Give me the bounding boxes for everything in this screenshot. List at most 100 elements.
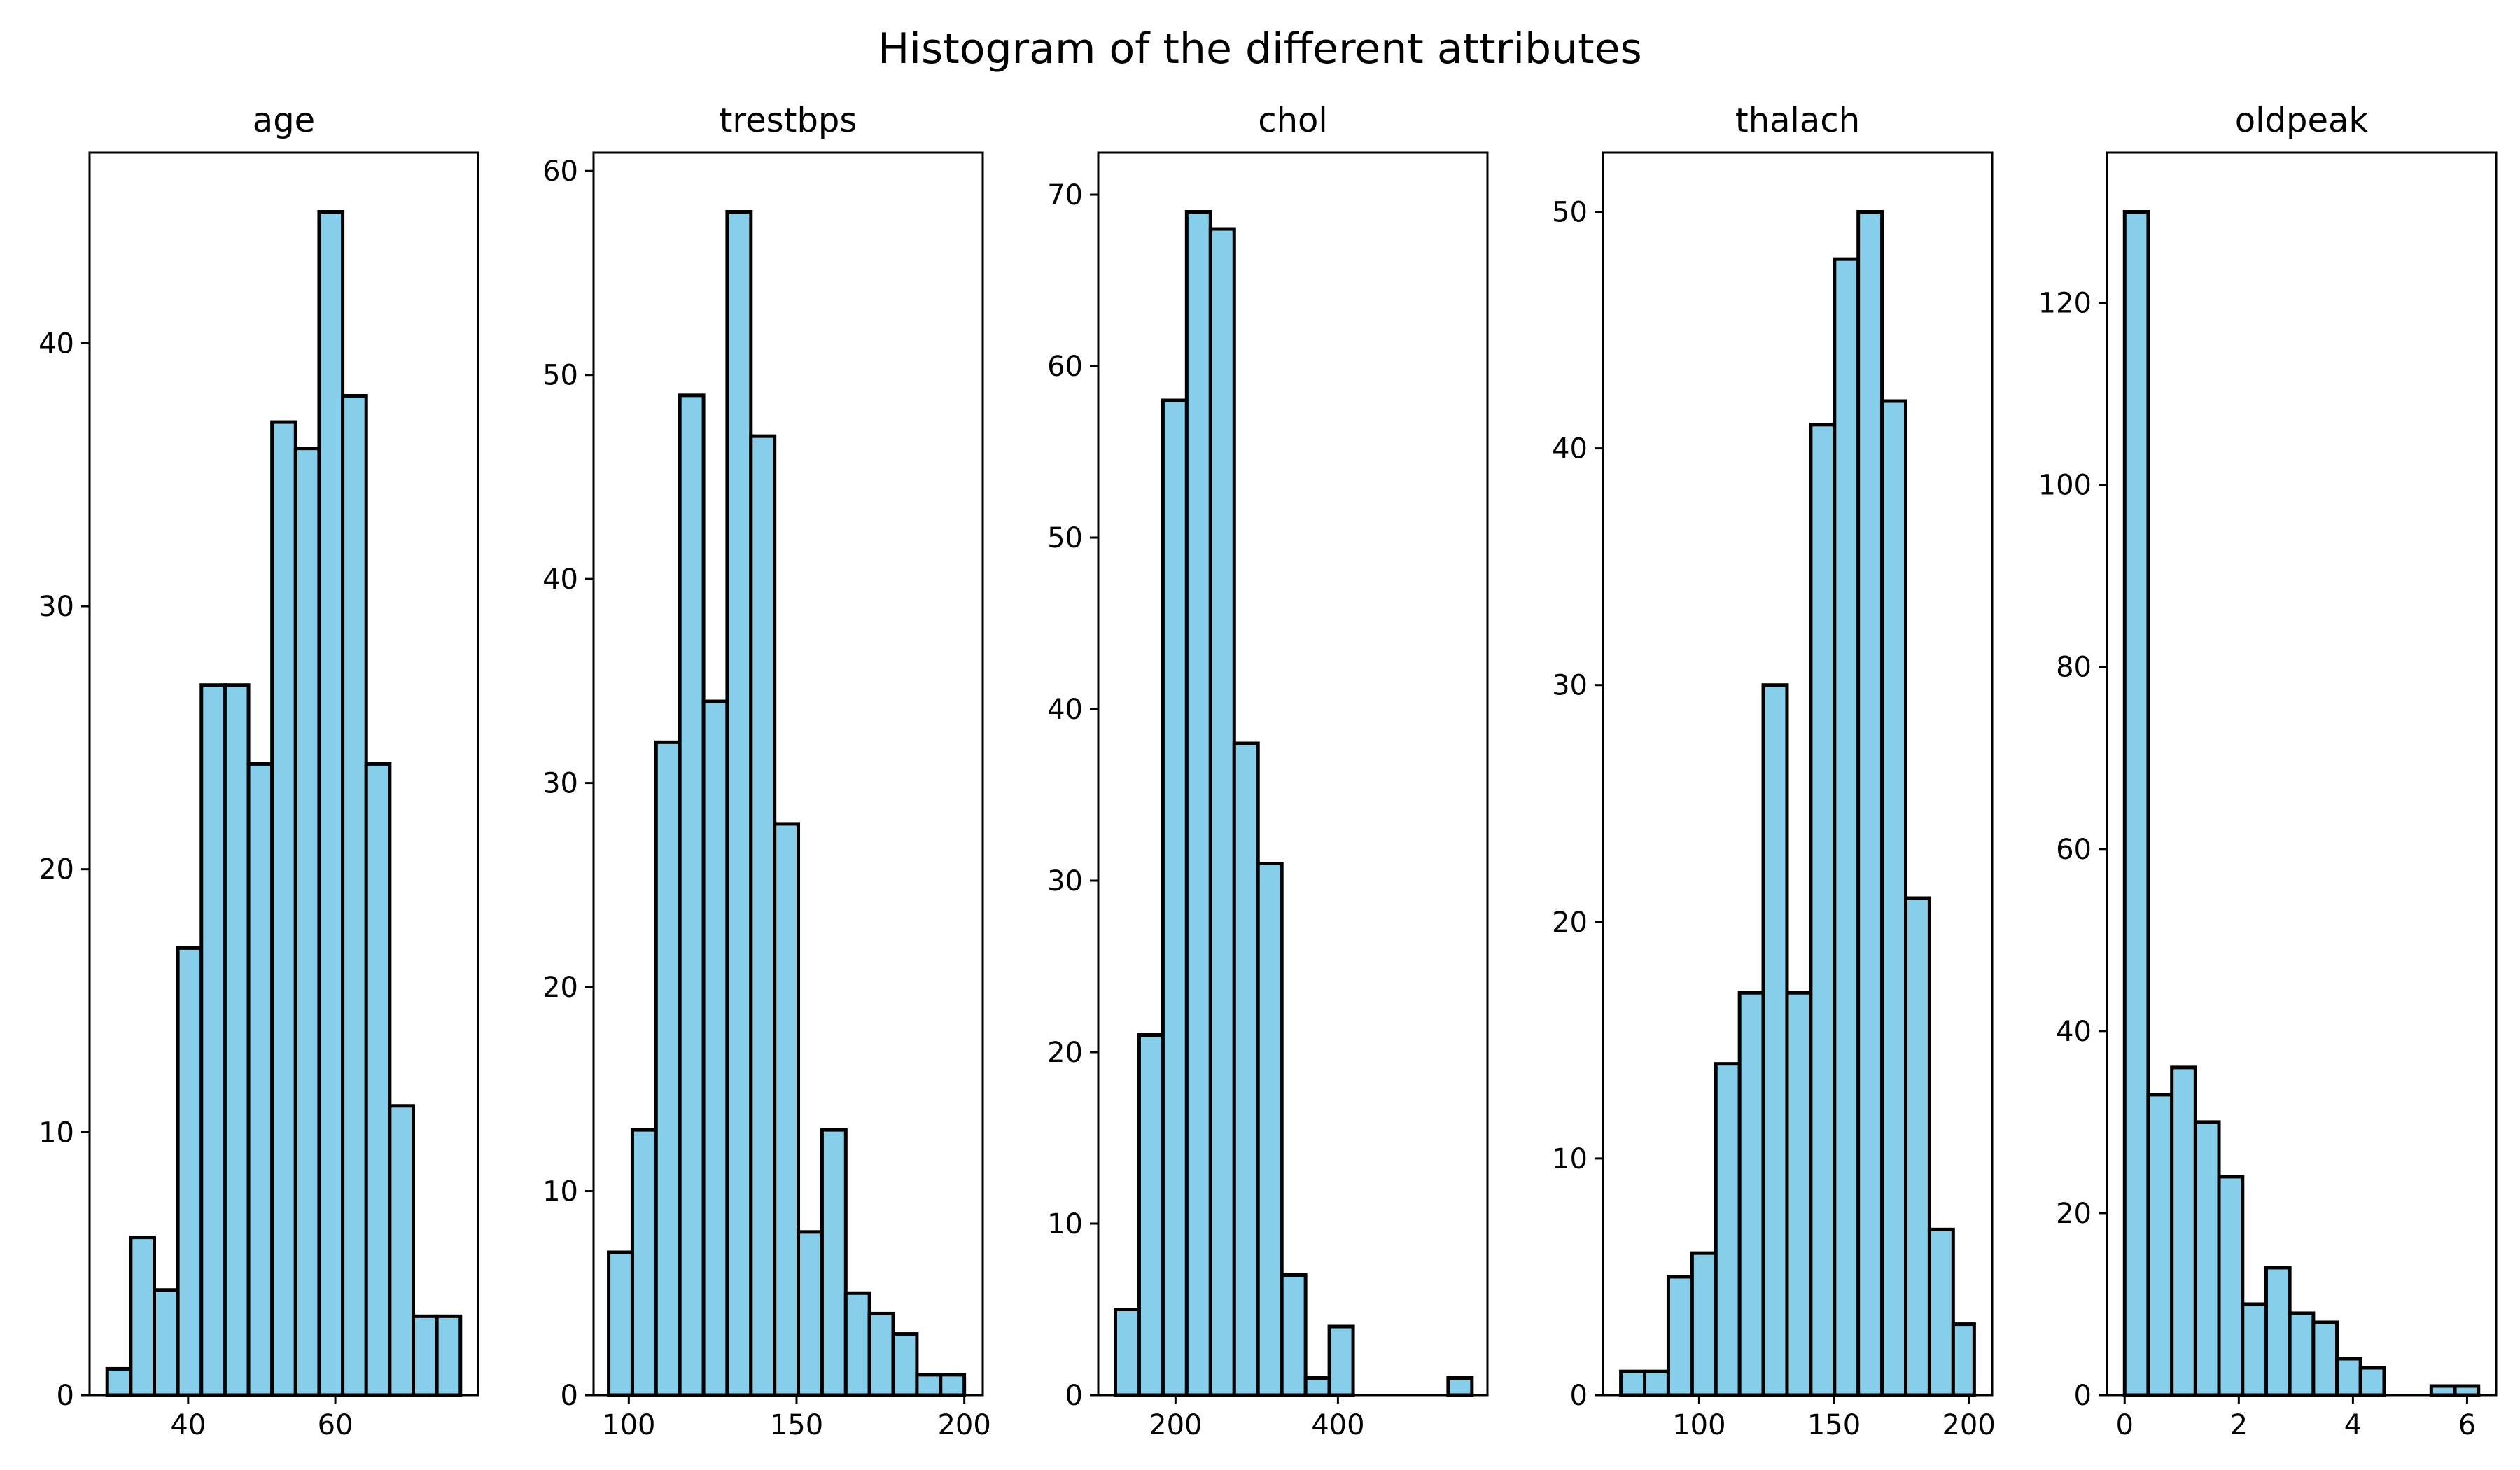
histogram-bar [200,683,227,1397]
axes-frame [592,151,984,1396]
histogram-bar [2264,1266,2292,1397]
histogram-bar [773,822,801,1397]
histogram-bar [2193,1120,2221,1397]
x-tick-label: 4 [2344,1409,2362,1441]
histogram-panel-thalach: thalach 100 150 200 0 10 20 30 40 50 [1552,101,1996,1441]
histogram-bar [388,1104,416,1397]
x-tick-label: 100 [602,1409,655,1441]
y-tick-label: 0 [2074,1380,2092,1412]
histogram-bar [2288,1311,2316,1397]
y-tick-label: 0 [1065,1380,1083,1412]
histogram-bar [939,1373,967,1397]
y-tick-label: 80 [2056,652,2092,684]
y-tick-label: 60 [2056,834,2092,866]
histogram-bar [701,699,729,1397]
panel-title: trestbps [720,101,858,140]
panel-title: chol [1258,101,1328,140]
histogram-bar [1256,862,1284,1397]
y-tick-label: 30 [1047,865,1083,897]
axes-frame [1602,151,1994,1396]
y-tick-label: 0 [1570,1380,1588,1412]
y-tick-label: 20 [38,854,74,886]
histogram-bar [915,1373,943,1397]
y-tick-label: 0 [561,1380,578,1412]
histogram-bar [654,740,682,1397]
histogram-bar [844,1291,872,1397]
y-tick-label: 70 [1047,179,1083,211]
axes-frame [88,151,479,1396]
y-tick-label: 60 [542,155,578,188]
y-tick-label: 20 [2056,1198,2092,1230]
x-tick-label: 40 [170,1409,206,1441]
histogram-bar [153,1288,180,1397]
histogram-bar [317,210,345,1397]
histogram-bar [1856,210,1884,1397]
x-tick-label: 100 [1672,1409,1726,1441]
y-tick-label: 40 [1047,694,1083,726]
y-tick-label: 50 [1552,197,1588,229]
histogram-bar [293,447,321,1397]
axes-frame [1097,151,1489,1396]
histogram-bar [678,393,706,1397]
y-tick-label: 40 [542,564,578,596]
histogram-bar [1161,398,1189,1397]
histogram-bar [1303,1376,1331,1397]
histogram-bar [2170,1065,2197,1397]
y-tick-label: 30 [1552,670,1588,702]
panel-title: oldpeak [2235,101,2369,140]
y-tick-label: 50 [1047,522,1083,554]
histogram-bar [1184,210,1212,1397]
axes-frame [2106,151,2498,1396]
histogram-bar [867,1311,895,1397]
histogram-bar [1280,1273,1308,1397]
histogram-bar [223,683,251,1397]
histogram-bar [1643,1369,1670,1397]
histogram-bar [1666,1275,1694,1397]
histogram-bar [1785,990,1813,1397]
histogram-bar [2146,1093,2174,1397]
y-tick-label: 40 [2056,1016,2092,1048]
histogram-bar [1714,1062,1742,1397]
y-tick-label: 120 [2038,288,2092,320]
y-tick-label: 10 [542,1176,578,1208]
histogram-bar [797,1230,824,1397]
x-tick-label: 0 [2116,1409,2134,1441]
y-tick-label: 60 [1047,351,1083,383]
figure-title: Histogram of the different attributes [878,24,1642,74]
histogram-bar [1113,1308,1141,1397]
y-tick-label: 20 [1552,906,1588,939]
panel-title: thalach [1735,101,1860,140]
histogram-bar [412,1314,439,1397]
histogram-bar [2217,1175,2245,1397]
histogram-bar [1833,257,1861,1397]
y-tick-label: 20 [542,972,578,1004]
histogram-bar [607,1250,634,1397]
histogram-bar [1327,1324,1355,1397]
y-tick-label: 30 [542,768,578,800]
x-tick-label: 200 [1942,1409,1995,1441]
x-tick-label: 60 [318,1409,354,1441]
histogram-bar [1619,1369,1647,1397]
histogram-bar [246,762,274,1397]
histogram-bar [1208,227,1236,1397]
histogram-bar [1761,683,1789,1397]
histogram-bar [2122,210,2150,1397]
histogram-bar [891,1332,919,1397]
histogram-bar [270,420,298,1397]
x-tick-label: 400 [1311,1409,1364,1441]
x-tick-label: 150 [770,1409,823,1441]
histogram-panel-chol: chol 200 400 0 10 20 30 40 50 60 70 [1047,101,1489,1441]
histogram-bar [820,1128,848,1397]
histogram-bar [2453,1384,2481,1397]
histogram-bar [1904,896,1931,1397]
histogram-bar [1690,1251,1718,1397]
histogram-bar [2358,1366,2386,1397]
histogram-bar [630,1128,658,1397]
histogram-bar [341,393,368,1397]
x-tick-label: 150 [1807,1409,1861,1441]
histogram-bar [364,762,392,1397]
histogram-bar [1737,990,1765,1397]
histogram-bar [1446,1376,1474,1397]
